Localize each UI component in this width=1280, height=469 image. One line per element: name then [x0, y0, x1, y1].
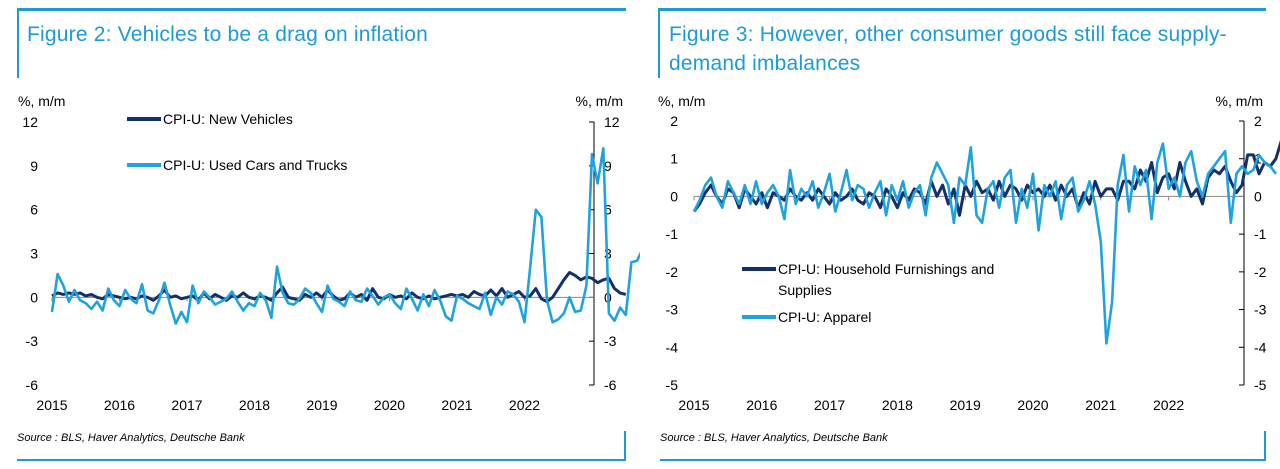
y-tick-label-right: -6 — [604, 377, 617, 393]
y-axis-label-right: %, m/m — [1216, 93, 1263, 109]
x-tick-label: 2020 — [1017, 397, 1048, 413]
right-chart-title: Figure 3: However, other consumer goods … — [669, 23, 1227, 75]
y-tick-label-left: -3 — [26, 333, 39, 349]
y-axis-label-left: %, m/m — [658, 93, 705, 109]
y-tick-label-left: 0 — [670, 188, 678, 204]
y-tick-label-left: -5 — [666, 377, 679, 393]
y-tick-label-left: -4 — [666, 339, 679, 355]
right-foot-bar — [1264, 431, 1266, 461]
legend-label: CPI-U: New Vehicles — [163, 111, 293, 127]
y-tick-label-right: 6 — [604, 202, 612, 218]
legend-label: CPI-U: Apparel — [778, 309, 871, 325]
y-tick-label-left: 3 — [30, 246, 38, 262]
legend-label: CPI-U: Household Furnishings and — [778, 261, 994, 277]
left-chart-panel: Figure 2: Vehicles to be a drag on infla… — [17, 8, 640, 461]
y-tick-label-right: -3 — [1254, 302, 1267, 318]
y-tick-label-right: -4 — [1254, 339, 1267, 355]
left-foot-bar — [624, 431, 626, 461]
series-line-light — [692, 142, 1277, 345]
right-chart-panel: Figure 3: However, other consumer goods … — [640, 0, 1280, 469]
legend-label: Supplies — [778, 282, 832, 298]
right-title-rule — [658, 8, 1266, 11]
x-tick-label: 2017 — [171, 397, 202, 413]
x-tick-label: 2019 — [950, 397, 981, 413]
left-source-note: Source : BLS, Haver Analytics, Deutsche … — [17, 432, 245, 444]
x-tick-label: 2022 — [509, 397, 540, 413]
y-tick-label-right: -2 — [1254, 264, 1267, 280]
x-tick-label: 2015 — [678, 397, 709, 413]
y-axis-label-right: %, m/m — [576, 93, 623, 109]
left-foot-rule — [17, 459, 626, 461]
x-tick-label: 2020 — [374, 397, 405, 413]
y-tick-label-right: 2 — [1254, 113, 1262, 129]
y-tick-label-right: -1 — [1254, 226, 1267, 242]
y-axis-label-left: %, m/m — [18, 93, 65, 109]
y-tick-label-left: 6 — [30, 202, 38, 218]
y-tick-label-right: -5 — [1254, 377, 1267, 393]
left-title-rule — [17, 8, 626, 11]
x-tick-label: 2019 — [306, 397, 337, 413]
x-tick-label: 2022 — [1153, 397, 1184, 413]
x-tick-label: 2015 — [36, 397, 67, 413]
x-tick-label: 2016 — [746, 397, 777, 413]
left-chart-title: Figure 2: Vehicles to be a drag on infla… — [27, 23, 429, 46]
right-line-chart: %, m/m%, m/m2 21 10 0-1 -1-2 -2-3 -3-4 -4-5 -520… — [658, 93, 1280, 413]
x-tick-label: 2018 — [882, 397, 913, 413]
right-source-note: Source : BLS, Haver Analytics, Deutsche … — [660, 432, 888, 444]
y-tick-label-right: 9 — [604, 158, 612, 174]
legend-label: CPI-U: Used Cars and Trucks — [163, 157, 347, 173]
y-tick-label-left: 1 — [670, 151, 678, 167]
x-tick-label: 2021 — [1085, 397, 1116, 413]
right-foot-rule — [660, 459, 1266, 461]
y-tick-label-left: 0 — [30, 289, 38, 305]
y-tick-label-left: 9 — [30, 158, 38, 174]
y-tick-label-right: -3 — [604, 333, 617, 349]
y-tick-label-left: -3 — [666, 302, 679, 318]
series-line-light — [50, 147, 640, 325]
y-tick-label-left: 12 — [22, 114, 38, 130]
left-title-bar — [17, 8, 19, 78]
y-tick-label-right: 0 — [1254, 188, 1262, 204]
y-tick-label-right: 12 — [604, 114, 620, 130]
y-tick-label-left: 2 — [670, 113, 678, 129]
right-title-bar — [658, 8, 660, 78]
x-tick-label: 2016 — [104, 397, 135, 413]
y-tick-label-left: -1 — [666, 226, 679, 242]
x-tick-label: 2018 — [239, 397, 270, 413]
x-tick-label: 2017 — [814, 397, 845, 413]
y-tick-label-left: -2 — [666, 264, 679, 280]
x-tick-label: 2021 — [441, 397, 472, 413]
y-tick-label-left: -6 — [26, 377, 39, 393]
